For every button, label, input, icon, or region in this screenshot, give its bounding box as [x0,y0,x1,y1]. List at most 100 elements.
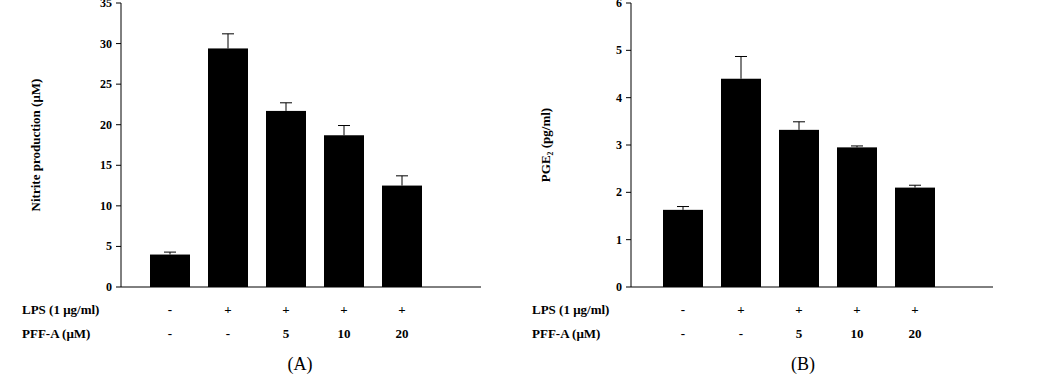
y-tick-label: 6 [616,0,622,10]
figure: 05101520253035Nitrite production (μM)--+… [0,0,1042,378]
y-tick [626,287,631,288]
bar [779,130,819,287]
category-label: - [226,326,230,341]
y-tick [116,84,121,85]
panel-label: (A) [288,354,313,375]
error-bar [396,176,408,186]
category-label: - [168,326,172,341]
error-stem [741,56,742,78]
bar [324,135,364,287]
row-label: LPS (1 μg/ml) [532,302,609,317]
category-label: + [853,302,860,317]
y-tick [626,239,631,240]
category-label: - [681,302,685,317]
error-bar [222,34,234,49]
error-bar [793,122,805,130]
error-cap [280,102,292,103]
bars [150,34,422,287]
bar [721,79,761,287]
y-tick [116,165,121,166]
y-tick-label: 5 [616,43,622,57]
error-cap [793,121,805,122]
category-label: 10 [851,326,864,341]
y-tick [626,145,631,146]
bar [208,48,248,287]
bar [663,210,703,287]
y-tick [116,43,121,44]
y-tick [116,205,121,206]
y-tick-label: 35 [100,0,112,10]
category-label: + [398,302,405,317]
bars [663,56,935,287]
y-tick [116,287,121,288]
y-tick-label: 0 [106,280,112,294]
y-tick-label: 5 [106,239,112,253]
y-tick-label: 10 [100,199,112,213]
category-label: + [737,302,744,317]
row-label: PFF-A (μM) [532,326,600,341]
error-bar [909,185,921,187]
category-label: + [282,302,289,317]
bar [382,186,422,287]
error-bar [735,56,747,78]
error-stem [799,122,800,130]
category-label: - [739,326,743,341]
y-axis-label: Nitrite production (μM) [28,79,43,212]
bar [150,255,190,287]
error-cap [851,145,863,146]
error-bar [851,146,863,147]
error-cap [909,185,921,186]
category-label: + [224,302,231,317]
category-label: 20 [909,326,922,341]
category-label: 5 [283,326,290,341]
error-cap [677,206,689,207]
category-label: 20 [396,326,409,341]
y-tick [116,246,121,247]
y-tick-label: 2 [616,185,622,199]
error-cap [338,125,350,126]
y-tick-label: 3 [616,138,622,152]
y-tick-label: 20 [100,118,112,132]
error-bar [280,103,292,111]
category-label: 10 [338,326,351,341]
bar [837,147,877,287]
category-label: + [795,302,802,317]
row-label: LPS (1 μg/ml) [22,302,99,317]
y-tick-label: 30 [100,37,112,51]
chart-panel: 0 5 10 15 20 25 30 35 Nitrite production (μM) - - +… [22,0,481,375]
y-tick-label: 0 [616,280,622,294]
category-label: + [340,302,347,317]
error-stem [402,176,403,186]
error-bar [164,252,176,254]
category-label: + [911,302,918,317]
error-cap [735,56,747,57]
y-tick [626,97,631,98]
bar [895,188,935,287]
error-stem [286,103,287,111]
y-tick [116,3,121,4]
y-tick [626,50,631,51]
y-axis-label: PGE₂ (pg/ml) [538,108,553,182]
y-tick [626,3,631,4]
category-label: - [168,302,172,317]
panel-label: (B) [791,354,815,375]
y-tick-label: 4 [616,91,622,105]
error-cap [222,33,234,34]
y-tick [626,192,631,193]
y-tick-label: 1 [616,233,622,247]
y-tick-label: 25 [100,77,112,91]
chart-panel: 0 1 2 3 4 5 6 PGE₂ (pg/ml) - - + - +5 +10 +20 LPS (1 μg… [532,0,993,375]
bar [266,111,306,287]
y-tick [116,124,121,125]
error-cap [396,175,408,176]
error-bar [677,207,689,210]
category-label: 5 [796,326,803,341]
y-tick-label: 15 [100,158,112,172]
error-bar [338,126,350,136]
y-axis [121,3,122,287]
y-axis [631,3,632,287]
error-stem [344,126,345,136]
category-label: - [681,326,685,341]
error-cap [164,252,176,253]
error-stem [228,34,229,49]
